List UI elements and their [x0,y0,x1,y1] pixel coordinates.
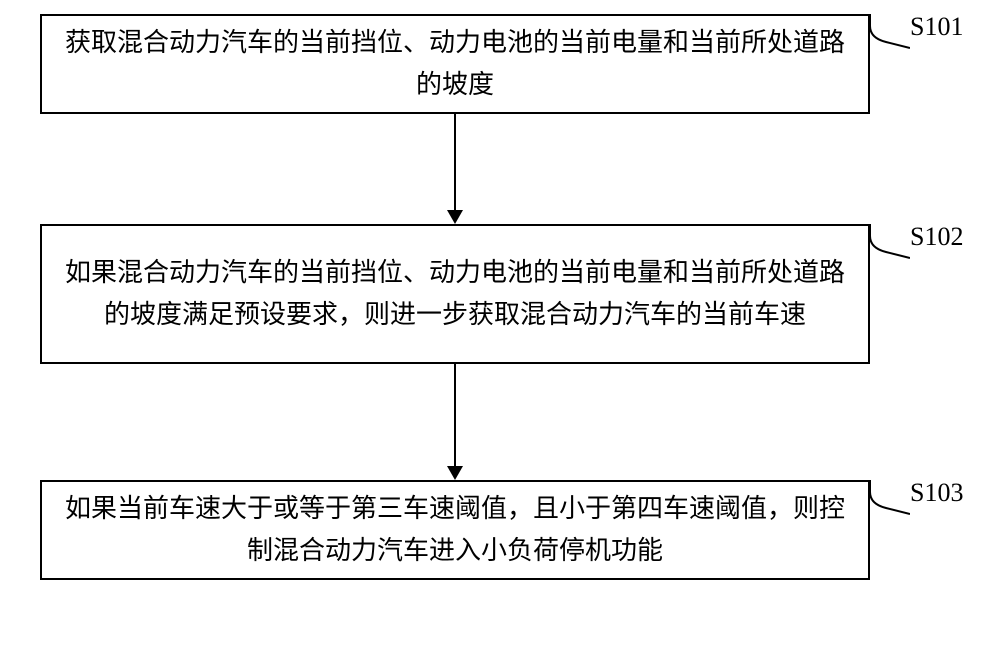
bracket-icon [870,480,910,520]
flowchart-arrow [447,114,463,224]
arrow-line [454,364,456,466]
flowchart-arrow [447,364,463,480]
arrow-line [454,114,456,210]
step-label-s101: S101 [910,12,963,42]
step-text: 如果混合动力汽车的当前挡位、动力电池的当前电量和当前所处道路的坡度满足预设要求，… [62,252,848,335]
bracket-icon [870,224,910,264]
flowchart-step-s101: 获取混合动力汽车的当前挡位、动力电池的当前电量和当前所处道路的坡度 [40,14,870,114]
flowchart-container: 获取混合动力汽车的当前挡位、动力电池的当前电量和当前所处道路的坡度 S101 如… [0,0,1000,648]
step-text: 如果当前车速大于或等于第三车速阈值，且小于第四车速阈值，则控制混合动力汽车进入小… [62,488,848,571]
step-text: 获取混合动力汽车的当前挡位、动力电池的当前电量和当前所处道路的坡度 [62,22,848,105]
flowchart-step-s103: 如果当前车速大于或等于第三车速阈值，且小于第四车速阈值，则控制混合动力汽车进入小… [40,480,870,580]
bracket-icon [870,14,910,54]
arrow-head-icon [447,210,463,224]
step-label-s103: S103 [910,478,963,508]
arrow-head-icon [447,466,463,480]
step-label-s102: S102 [910,222,963,252]
flowchart-step-s102: 如果混合动力汽车的当前挡位、动力电池的当前电量和当前所处道路的坡度满足预设要求，… [40,224,870,364]
